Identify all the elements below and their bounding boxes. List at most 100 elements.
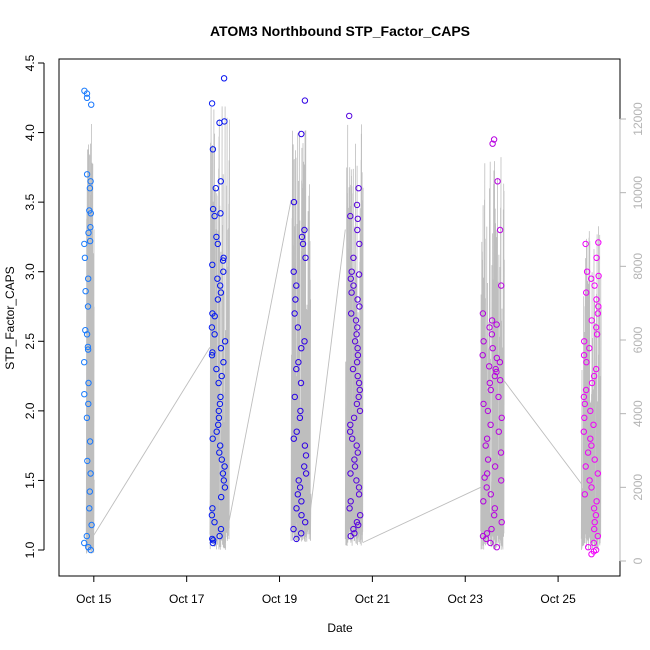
data-point — [290, 198, 298, 206]
data-point — [348, 268, 355, 275]
data-point — [480, 498, 487, 505]
data-point — [353, 442, 360, 449]
data-point — [488, 317, 496, 324]
data-point — [490, 136, 498, 143]
y-tick-label: 3.0 — [23, 263, 37, 280]
data-point — [84, 457, 91, 465]
volume-bridge-line — [93, 347, 211, 536]
data-point — [486, 379, 493, 387]
data-point — [209, 146, 217, 153]
y2-tick-label: 12000 — [631, 102, 645, 136]
data-point — [210, 537, 217, 544]
data-point — [349, 435, 356, 442]
data-point — [87, 178, 94, 185]
y2-tick-label: 4000 — [631, 400, 645, 427]
data-point — [354, 226, 361, 234]
data-point — [584, 449, 592, 456]
data-point — [83, 331, 91, 338]
data-point — [87, 224, 94, 231]
data-point — [355, 491, 363, 498]
data-point — [586, 477, 593, 484]
volume-cluster — [480, 157, 505, 550]
data-point — [498, 477, 505, 484]
data-point — [588, 275, 595, 282]
data-point — [582, 386, 590, 394]
data-point — [593, 324, 600, 331]
data-point — [594, 470, 601, 477]
data-point — [221, 484, 229, 491]
data-point — [356, 240, 363, 248]
data-point — [581, 414, 588, 421]
data-point — [592, 546, 600, 554]
data-point — [298, 512, 305, 519]
data-point — [216, 532, 223, 540]
data-point — [351, 338, 359, 345]
data-point — [83, 532, 91, 540]
data-point — [82, 327, 89, 334]
data-point — [347, 212, 354, 220]
data-point — [355, 271, 363, 278]
data-point — [208, 100, 216, 107]
y-tick-label: 1.5 — [23, 472, 37, 489]
data-point — [215, 407, 223, 415]
data-point — [295, 477, 302, 484]
data-point — [479, 352, 486, 359]
data-point — [348, 289, 355, 296]
data-point — [296, 414, 304, 421]
y2-tick-label: 8000 — [631, 253, 645, 280]
data-point — [493, 321, 500, 328]
data-point — [209, 435, 216, 442]
data-point — [592, 512, 600, 519]
data-point — [586, 345, 593, 352]
data-point — [595, 303, 602, 310]
data-point — [357, 512, 364, 519]
data-point — [493, 354, 500, 362]
data-point — [581, 400, 588, 408]
data-point — [86, 505, 93, 512]
data-point — [347, 498, 354, 505]
data-point — [86, 438, 94, 445]
data-point — [298, 233, 306, 241]
data-point — [209, 349, 216, 356]
data-point — [217, 442, 224, 449]
data-point — [293, 428, 300, 435]
data-point — [588, 484, 595, 491]
y2-tick-label: 10000 — [631, 176, 645, 210]
x-axis-label: Date — [327, 621, 353, 635]
data-point — [581, 491, 588, 498]
data-point — [355, 393, 362, 401]
data-point — [213, 428, 220, 435]
data-point — [88, 521, 95, 529]
data-point — [581, 338, 588, 345]
data-point — [215, 414, 223, 421]
data-point — [354, 345, 361, 352]
data-point — [480, 338, 487, 345]
data-point — [296, 484, 304, 491]
data-point — [495, 428, 502, 435]
data-point — [88, 101, 95, 108]
y-tick-label: 4.0 — [23, 124, 37, 141]
data-point — [353, 359, 361, 366]
data-point — [582, 463, 589, 470]
data-point — [220, 75, 228, 82]
data-point — [594, 532, 601, 540]
data-point — [295, 359, 302, 366]
y2-tick-label: 2000 — [631, 474, 645, 501]
data-point — [354, 324, 361, 331]
data-point — [497, 449, 505, 456]
data-point — [218, 372, 225, 380]
data-point — [352, 317, 360, 324]
data-point — [350, 414, 358, 421]
plot-frame — [58, 58, 621, 577]
data-point — [220, 359, 227, 366]
data-point — [356, 386, 363, 394]
data-point — [84, 343, 92, 351]
data-point — [293, 505, 300, 512]
data-point — [213, 233, 220, 241]
data-point — [293, 282, 300, 289]
data-point — [495, 393, 502, 401]
data-point — [217, 525, 225, 533]
data-point — [349, 365, 357, 373]
data-point — [582, 240, 589, 248]
